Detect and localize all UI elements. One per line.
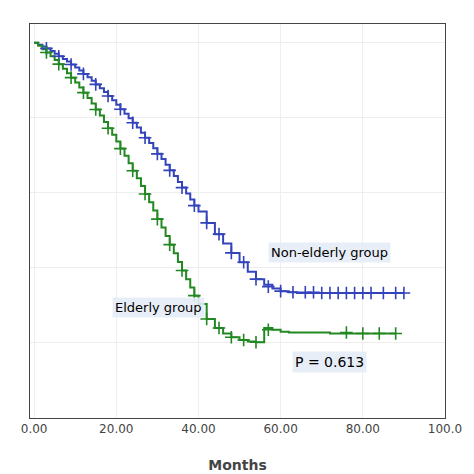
svg-text:Non-elderly group: Non-elderly group <box>271 245 388 260</box>
svg-text:100.0: 100.0 <box>428 422 462 436</box>
svg-text:0.00: 0.00 <box>21 422 48 436</box>
svg-text:20.00: 20.00 <box>99 422 133 436</box>
svg-text:40.00: 40.00 <box>181 422 215 436</box>
svg-text:P = 0.613: P = 0.613 <box>295 354 364 370</box>
svg-text:Elderly group: Elderly group <box>115 300 202 315</box>
svg-text:Months: Months <box>208 457 267 473</box>
svg-text:80.00: 80.00 <box>346 422 380 436</box>
svg-text:60.00: 60.00 <box>263 422 297 436</box>
